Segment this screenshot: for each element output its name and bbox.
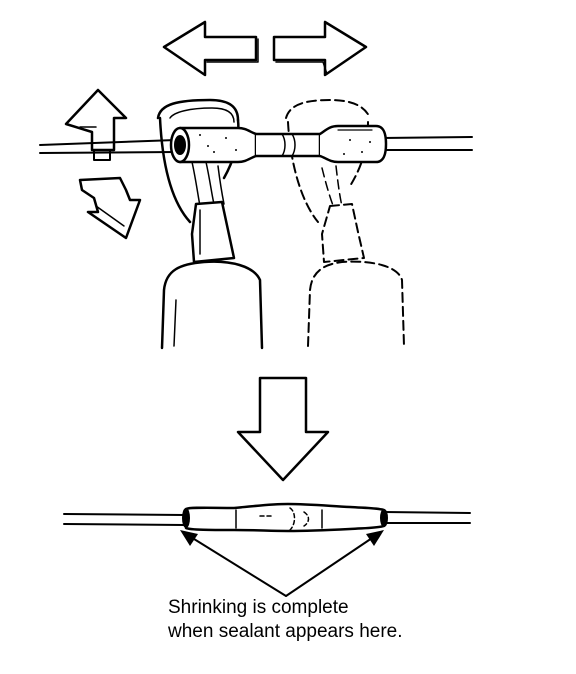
- caption: Shrinking is complete when sealant appea…: [168, 596, 488, 644]
- down-arrow-icon: [236, 376, 330, 482]
- lower-wire: [63, 511, 471, 526]
- upper-wire: [39, 136, 473, 154]
- finished-splice: [182, 502, 388, 533]
- caption-line-1: Shrinking is complete: [168, 597, 349, 618]
- move-left-arrow-icon: [162, 20, 259, 77]
- rotate-arrow-icon: [64, 88, 142, 240]
- sealant-pointer-arrows: [180, 530, 384, 597]
- upper-shrink-sleeve: [169, 124, 388, 164]
- move-right-arrow-icon: [272, 20, 368, 77]
- caption-line-2: when sealant appears here.: [168, 621, 403, 642]
- heat-gun-solid: [156, 98, 264, 350]
